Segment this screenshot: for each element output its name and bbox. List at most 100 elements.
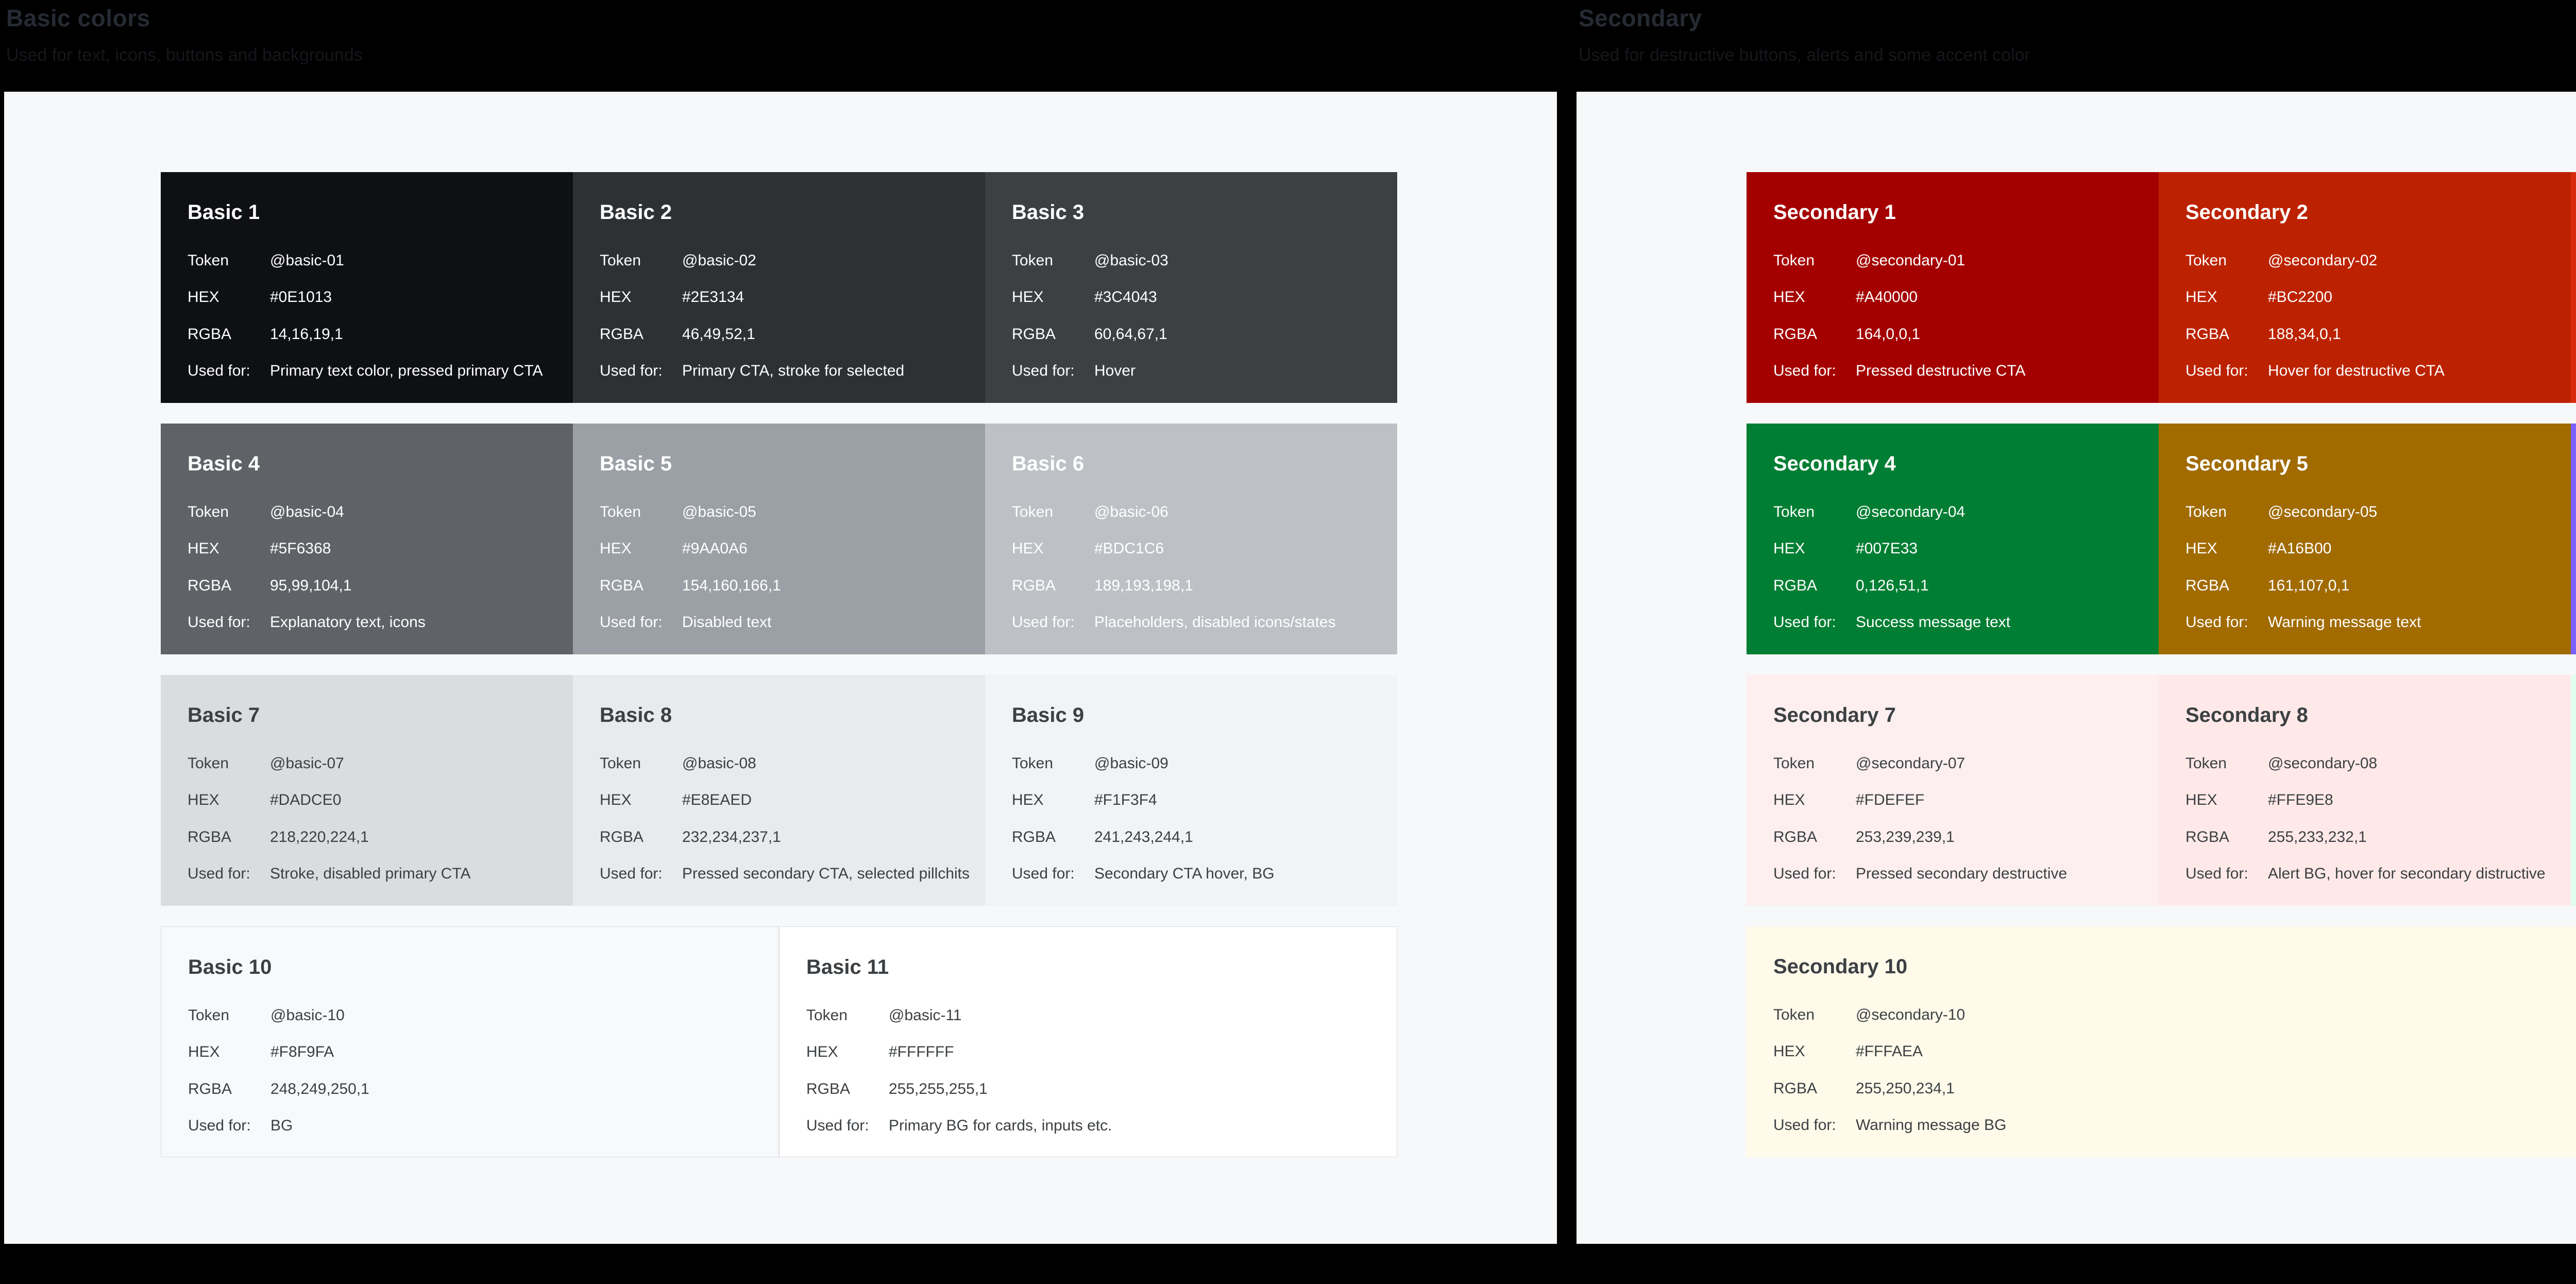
color-card-title: Basic 6 [1012,452,1084,475]
rgba-value: 154,160,166,1 [682,577,781,594]
rgba-row: RGBA 161,107,0,1 [2185,577,2558,595]
token-row: Token @secondary-01 [1773,251,2146,270]
token-label: Token [1012,755,1054,772]
hex-value: #E8EAED [682,791,752,808]
used-for-row: Used for: Primary BG for cards, inputs e… [806,1117,1384,1135]
token-row: Token @secondary-05 [2185,503,2558,521]
rgba-value: 60,64,67,1 [1094,326,1167,343]
color-card: Basic 1 Token @basic-01 HEX #0E1013 RGBA… [161,172,573,403]
hex-value: #3C4043 [1094,289,1157,306]
used-for-label: Used for: [1773,614,1836,631]
hex-label: HEX [1012,540,1044,557]
hex-row: HEX #007E33 [1773,539,2146,558]
rgba-row: RGBA 253,239,239,1 [1773,828,2146,847]
used-for-row: Used for: Stroke, disabled primary CTA [188,865,561,883]
used-for-label: Used for: [2185,865,2248,882]
token-row: Token @basic-02 [600,251,973,270]
hex-row: HEX #FFFAEA [1773,1042,2576,1061]
rgba-value: 218,220,224,1 [270,829,369,846]
rgba-row: RGBA 14,16,19,1 [188,325,561,344]
color-card: Basic 10 Token @basic-10 HEX #F8F9FA RGB… [161,926,779,1157]
token-label: Token [1012,503,1054,520]
used-for-label: Used for: [600,362,663,379]
token-label: Token [188,755,229,772]
color-card: Basic 6 Token @basic-06 HEX #BDC1C6 RGBA… [985,424,1397,654]
token-value: @secondary-07 [1856,755,1965,772]
hex-value: #5F6368 [270,540,331,557]
rgba-label: RGBA [2185,577,2230,594]
color-card: Basic 11 Token @basic-11 HEX #FFFFFF RGB… [779,926,1397,1157]
rgba-label: RGBA [600,829,644,846]
hex-label: HEX [2185,540,2217,557]
hex-row: HEX #9AA0A6 [600,539,973,558]
rgba-label: RGBA [806,1080,851,1097]
hex-row: HEX #A16B00 [2185,539,2558,558]
hex-value: #F1F3F4 [1094,791,1157,808]
used-for-label: Used for: [188,362,250,379]
used-for-label: Used for: [600,865,663,882]
rgba-label: RGBA [188,326,232,343]
color-card-title: Basic 4 [188,452,260,475]
hex-label: HEX [1773,791,1805,808]
token-label: Token [188,1007,230,1024]
token-value: @basic-05 [682,503,756,520]
hex-label: HEX [2185,289,2217,306]
token-value: @basic-02 [682,252,756,269]
hex-label: HEX [188,289,219,306]
color-card: Secondary 3 Token @secondary-03 HEX #D82… [2571,172,2576,403]
used-for-row: Used for: Explanatory text, icons [188,613,561,632]
hex-label: HEX [188,1043,220,1060]
rgba-label: RGBA [2185,829,2230,846]
used-for-label: Used for: [188,1117,251,1134]
color-card: Basic 8 Token @basic-08 HEX #E8EAED RGBA… [573,675,985,906]
used-for-row: Used for: Primary text color, pressed pr… [188,362,561,380]
used-for-label: Used for: [2185,362,2248,379]
rgba-row: RGBA 232,234,237,1 [600,828,973,847]
token-label: Token [600,755,641,772]
used-for-value: Warning message text [2268,614,2421,631]
color-card-title: Secondary 5 [2185,452,2308,475]
used-for-label: Used for: [1012,362,1075,379]
token-label: Token [600,252,641,269]
used-for-row: Used for: Disabled text [600,613,973,632]
used-for-row: Used for: Success message text [1773,613,2146,632]
hex-label: HEX [1012,791,1044,808]
color-card: Basic 4 Token @basic-04 HEX #5F6368 RGBA… [161,424,573,654]
hex-label: HEX [600,289,632,306]
hex-row: HEX #F1F3F4 [1012,791,1385,809]
used-for-value: BG [270,1117,293,1134]
token-label: Token [2185,755,2227,772]
rgba-value: 255,255,255,1 [889,1080,988,1097]
token-value: @basic-11 [889,1007,962,1024]
secondary-title: Secondary [1579,5,1702,31]
rgba-label: RGBA [188,829,232,846]
used-for-value: Alert BG, hover for secondary distructiv… [2268,865,2546,882]
token-label: Token [1773,252,1815,269]
color-card-title: Secondary 10 [1773,955,1908,978]
used-for-value: Hover for destructive CTA [2268,362,2445,379]
rgba-row: RGBA 189,193,198,1 [1012,577,1385,595]
rgba-value: 188,34,0,1 [2268,326,2341,343]
color-card: Basic 2 Token @basic-02 HEX #2E3134 RGBA… [573,172,985,403]
rgba-row: RGBA 0,126,51,1 [1773,577,2146,595]
hex-value: #FDEFEF [1856,791,1925,808]
rgba-label: RGBA [600,577,644,594]
token-value: @secondary-04 [1856,503,1965,520]
rgba-value: 164,0,0,1 [1856,326,1921,343]
color-card-title: Basic 7 [188,704,260,727]
used-for-row: Used for: Secondary CTA hover, BG [1012,865,1385,883]
hex-value: #FFE9E8 [2268,791,2333,808]
rgba-row: RGBA 241,243,244,1 [1012,828,1385,847]
rgba-row: RGBA 188,34,0,1 [2185,325,2558,344]
rgba-row: RGBA 95,99,104,1 [188,577,561,595]
color-card-title: Basic 1 [188,201,260,224]
rgba-label: RGBA [188,1080,232,1097]
rgba-value: 255,250,234,1 [1856,1080,1955,1097]
used-for-row: Used for: Hover [1012,362,1385,380]
color-card: Secondary 7 Token @secondary-07 HEX #FDE… [1747,675,2159,906]
rgba-label: RGBA [1012,577,1056,594]
hex-label: HEX [600,791,632,808]
used-for-row: Used for: Alert BG, hover for secondary … [2185,865,2558,883]
token-value: @secondary-02 [2268,252,2378,269]
rgba-row: RGBA 255,255,255,1 [806,1080,1384,1099]
